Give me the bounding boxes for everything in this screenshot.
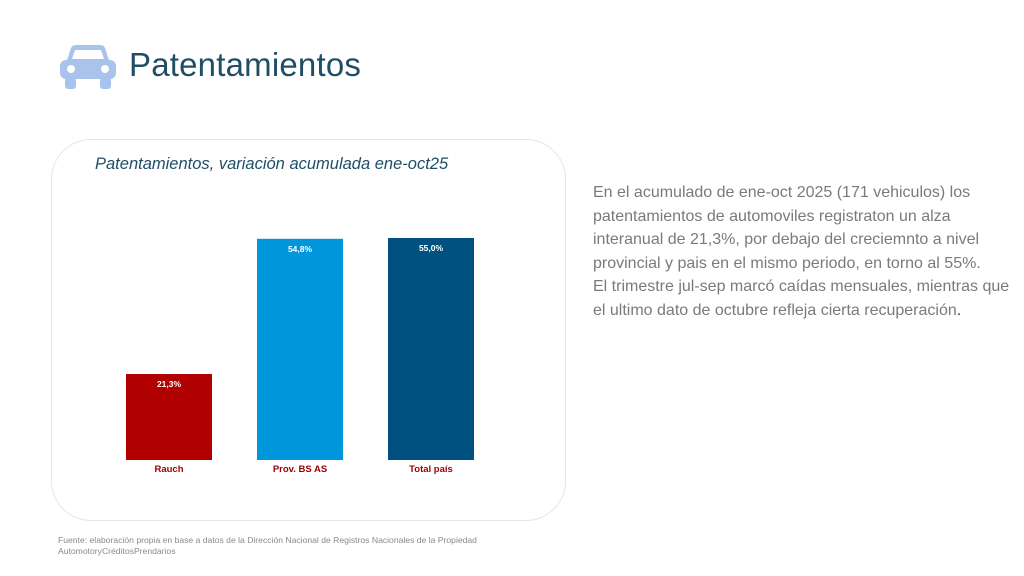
category-label-3: Total país <box>409 464 453 475</box>
source-note: Fuente: elaboración propia en base a dat… <box>58 535 578 557</box>
category-label-2: Prov. BS AS <box>273 464 327 475</box>
data-label-1: 21,3% <box>157 379 182 389</box>
data-label-3: 55,0% <box>419 243 444 253</box>
description-paragraph-1: En el acumulado de ene-oct 2025 (171 veh… <box>593 184 981 272</box>
page-title: Patentamientos <box>129 46 362 83</box>
car-icon <box>60 45 116 89</box>
description-paragraph-2: El trimestre jul-sep marcó caídas mensua… <box>593 275 1013 322</box>
description-paragraph-2-text: El trimestre jul-sep marcó caídas mensua… <box>593 278 1010 319</box>
data-label-2: 54,8% <box>288 244 313 254</box>
chart-title: Patentamientos, variación acumulada ene-… <box>95 155 449 173</box>
source-line-2: AutomotoryCréditosPrendarios <box>58 546 176 556</box>
bar-1 <box>126 374 212 460</box>
bar-2 <box>257 238 343 460</box>
bar-chart: 21,3% Rauch 54,8% Prov. BS AS 55,0% Total paí… <box>126 238 474 475</box>
source-line-1: Fuente: elaboración propia en base a dat… <box>58 535 477 545</box>
category-label-1: Rauch <box>154 464 183 475</box>
description-text: En el acumulado de ene-oct 2025 (171 veh… <box>593 181 1013 322</box>
description-paragraph-2-end: . <box>956 301 962 319</box>
bar-3 <box>388 238 474 460</box>
